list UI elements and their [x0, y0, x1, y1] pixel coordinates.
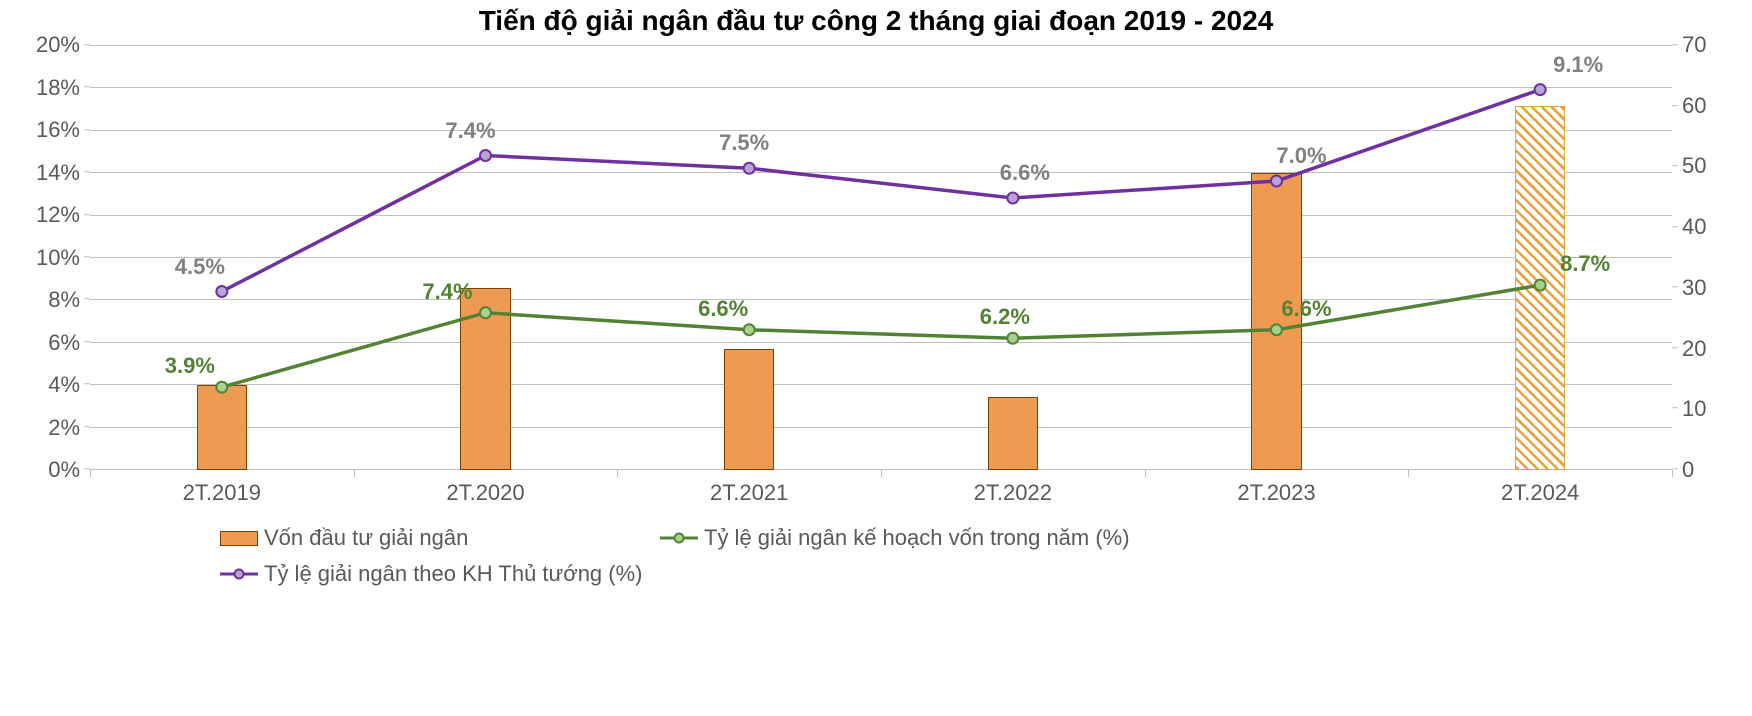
- legend-label-bars: Vốn đầu tư giải ngân: [264, 525, 468, 551]
- y-axis-left: 0%2%4%6%8%10%12%14%16%18%20%: [20, 45, 85, 470]
- legend-label-green: Tỷ lệ giải ngân kế hoạch vốn trong năm (…: [704, 525, 1130, 551]
- y-right-tick: 40: [1682, 214, 1706, 240]
- y-right-tick: 50: [1682, 153, 1706, 179]
- y-left-tick: 6%: [48, 330, 80, 356]
- data-label: 7.4%: [445, 118, 495, 144]
- data-label: 9.1%: [1553, 52, 1603, 78]
- data-label: 6.6%: [1000, 160, 1050, 186]
- data-label: 6.6%: [698, 296, 748, 322]
- legend-row-1: Vốn đầu tư giải ngân Tỷ lệ giải ngân kế …: [220, 525, 1672, 551]
- plot-area: 0%2%4%6%8%10%12%14%16%18%20% 01020304050…: [90, 45, 1672, 470]
- data-label: 7.0%: [1276, 143, 1326, 169]
- y-right-tick: 0: [1682, 457, 1694, 483]
- data-label: 7.5%: [719, 130, 769, 156]
- y-left-tick: 18%: [36, 75, 80, 101]
- chart-title: Tiến độ giải ngân đầu tư công 2 tháng gi…: [20, 5, 1732, 37]
- legend: Vốn đầu tư giải ngân Tỷ lệ giải ngân kế …: [220, 525, 1672, 587]
- y-left-tick: 12%: [36, 202, 80, 228]
- legend-row-2: Tỷ lệ giải ngân theo KH Thủ tướng (%): [220, 561, 1672, 587]
- y-axis-right: 010203040506070: [1677, 45, 1732, 470]
- y-right-tick: 30: [1682, 275, 1706, 301]
- x-axis-label: 2T.2021: [710, 480, 788, 506]
- y-right-tick: 60: [1682, 93, 1706, 119]
- data-label: 4.5%: [175, 254, 225, 280]
- chart-container: Tiến độ giải ngân đầu tư công 2 tháng gi…: [20, 5, 1732, 691]
- x-axis-label: 2T.2024: [1501, 480, 1579, 506]
- y-left-tick: 4%: [48, 372, 80, 398]
- legend-swatch-purple: [220, 565, 258, 583]
- y-left-tick: 8%: [48, 287, 80, 313]
- x-axis-label: 2T.2022: [974, 480, 1052, 506]
- y-left-tick: 16%: [36, 117, 80, 143]
- y-left-tick: 2%: [48, 415, 80, 441]
- y-left-tick: 10%: [36, 245, 80, 271]
- x-axis-label: 2T.2023: [1237, 480, 1315, 506]
- legend-label-purple: Tỷ lệ giải ngân theo KH Thủ tướng (%): [264, 561, 643, 587]
- x-axis-label: 2T.2020: [446, 480, 524, 506]
- y-left-tick: 20%: [36, 32, 80, 58]
- y-left-tick: 14%: [36, 160, 80, 186]
- legend-swatch-green: [660, 529, 698, 547]
- data-label: 3.9%: [165, 353, 215, 379]
- data-label: 6.2%: [980, 304, 1030, 330]
- legend-swatch-bar: [220, 531, 258, 546]
- y-right-tick: 10: [1682, 396, 1706, 422]
- y-left-tick: 0%: [48, 457, 80, 483]
- x-axis-label: 2T.2019: [183, 480, 261, 506]
- data-labels-layer: 3.9% 7.4% 6.6% 6.2% 6.6% 8.7% 4.5% 7.4% 7.5% 6.6%…: [90, 45, 1672, 470]
- y-right-tick: 70: [1682, 32, 1706, 58]
- data-label: 8.7%: [1560, 251, 1610, 277]
- legend-item-green: Tỷ lệ giải ngân kế hoạch vốn trong năm (…: [660, 525, 1130, 551]
- x-axis: 2T.2019 2T.2020 2T.2021 2T.2022 2T.2023 2T.20…: [90, 470, 1672, 510]
- data-label: 6.6%: [1281, 296, 1331, 322]
- legend-item-bars: Vốn đầu tư giải ngân: [220, 525, 660, 551]
- data-label: 7.4%: [422, 279, 472, 305]
- legend-item-purple: Tỷ lệ giải ngân theo KH Thủ tướng (%): [220, 561, 643, 587]
- y-right-tick: 20: [1682, 336, 1706, 362]
